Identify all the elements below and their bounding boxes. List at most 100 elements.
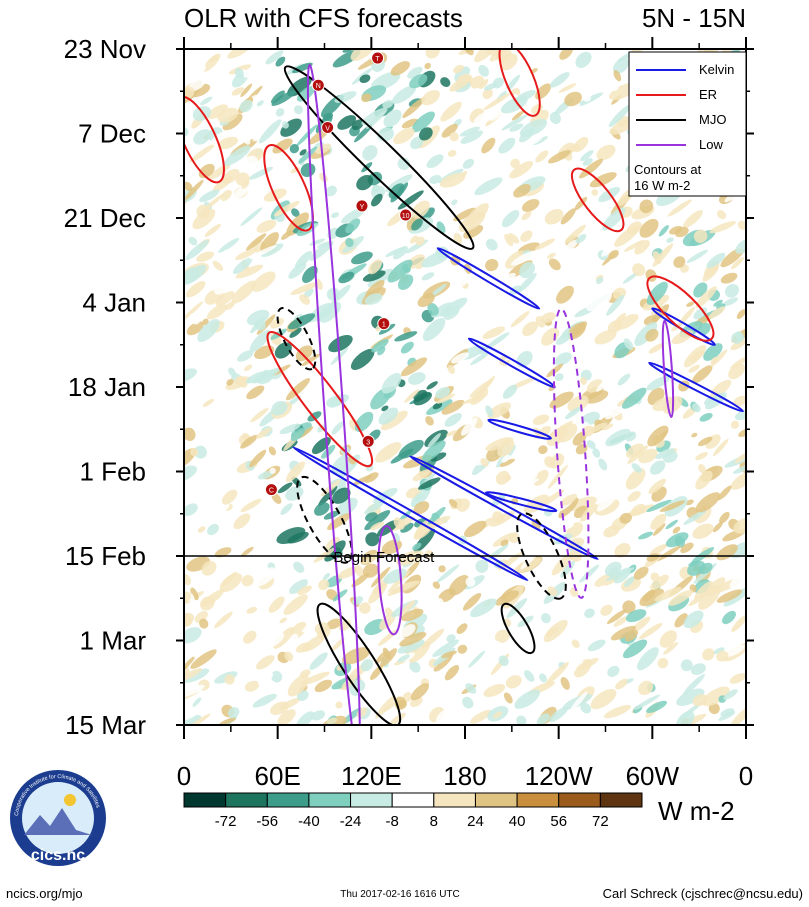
anomaly-blob bbox=[459, 126, 480, 137]
anomaly-blob bbox=[459, 272, 474, 287]
legend-note-line2: 16 W m-2 bbox=[634, 178, 690, 193]
colorbar-label: 8 bbox=[430, 813, 438, 830]
anomaly-blob bbox=[410, 235, 418, 244]
anomaly-blob bbox=[570, 691, 588, 711]
anomaly-blob bbox=[390, 580, 420, 594]
anomaly-blob bbox=[188, 63, 207, 76]
anomaly-blob bbox=[611, 85, 619, 92]
anomaly-blob bbox=[565, 522, 574, 529]
anomaly-blob bbox=[297, 585, 312, 595]
anomaly-blob bbox=[184, 301, 204, 322]
anomaly-blob bbox=[648, 478, 667, 494]
anomaly-blob bbox=[613, 616, 629, 627]
anomaly-blob bbox=[184, 655, 197, 678]
anomaly-blob bbox=[688, 593, 706, 607]
anomaly-blob bbox=[594, 329, 617, 345]
anomaly-blob bbox=[440, 101, 462, 122]
anomaly-blob bbox=[328, 334, 353, 353]
anomaly-blob bbox=[240, 83, 253, 98]
anomaly-blob bbox=[607, 593, 629, 617]
anomaly-blob bbox=[277, 709, 296, 725]
anomaly-blob bbox=[252, 567, 277, 587]
anomaly-blob bbox=[625, 431, 637, 442]
storm-marker bbox=[355, 199, 369, 213]
anomaly-blob bbox=[202, 279, 223, 292]
anomaly-blob bbox=[708, 702, 720, 715]
anomaly-blob bbox=[462, 592, 482, 611]
anomaly-blob bbox=[432, 402, 443, 410]
anomaly-blob bbox=[562, 264, 575, 276]
anomaly-blob bbox=[418, 477, 441, 490]
anomaly-blob bbox=[730, 705, 746, 725]
anomaly-blob bbox=[682, 674, 705, 696]
anomaly-blob bbox=[723, 644, 745, 658]
anomaly-blob bbox=[702, 263, 720, 282]
anomaly-blob bbox=[633, 566, 649, 580]
anomaly-blob bbox=[233, 513, 251, 530]
anomaly-blob bbox=[379, 648, 397, 668]
anomaly-blob bbox=[283, 594, 308, 615]
anomaly-blob bbox=[454, 623, 475, 646]
anomaly-blob bbox=[613, 567, 632, 584]
anomaly-blob bbox=[244, 364, 253, 372]
anomaly-blob bbox=[243, 630, 257, 644]
anomaly-blob bbox=[268, 446, 276, 456]
anomaly-blob bbox=[222, 168, 240, 184]
anomaly-blob bbox=[595, 369, 620, 392]
anomaly-blob bbox=[412, 469, 431, 482]
anomaly-blob bbox=[595, 585, 608, 595]
anomaly-blob bbox=[207, 523, 219, 536]
anomaly-blob bbox=[190, 447, 199, 457]
anomaly-blob bbox=[575, 51, 592, 68]
anomaly-blob bbox=[429, 174, 442, 185]
colorbar-swatch bbox=[183, 792, 227, 808]
anomaly-blob bbox=[646, 700, 668, 714]
anomaly-blob bbox=[554, 352, 572, 366]
anomaly-blob bbox=[325, 536, 341, 552]
anomaly-blob bbox=[733, 464, 746, 474]
anomaly-blob bbox=[602, 207, 626, 231]
er-contour bbox=[498, 49, 541, 117]
y-tick-label: 23 Nov bbox=[64, 34, 146, 64]
anomaly-blob bbox=[516, 626, 527, 635]
anomaly-blob bbox=[639, 218, 659, 238]
legend-box bbox=[628, 51, 747, 197]
anomaly-blob bbox=[270, 317, 285, 329]
anomaly-blob bbox=[184, 668, 210, 683]
anomaly-blob bbox=[631, 503, 646, 516]
anomaly-blob bbox=[331, 284, 351, 304]
anomaly-blob bbox=[456, 498, 470, 512]
anomaly-blob bbox=[184, 368, 198, 383]
anomaly-blob bbox=[638, 531, 653, 540]
anomaly-blob bbox=[567, 322, 586, 340]
anomaly-blob bbox=[498, 137, 516, 154]
anomaly-blob bbox=[631, 463, 642, 473]
anomaly-blob bbox=[425, 49, 440, 59]
anomaly-blob bbox=[197, 526, 206, 533]
anomaly-blob bbox=[276, 527, 306, 544]
anomaly-blob bbox=[498, 655, 509, 667]
anomaly-blob bbox=[515, 447, 527, 458]
anomaly-blob bbox=[255, 655, 275, 670]
anomaly-blob bbox=[665, 519, 678, 530]
anomaly-blob bbox=[674, 226, 689, 238]
anomaly-blob bbox=[634, 322, 658, 346]
anomaly-blob bbox=[453, 64, 464, 74]
anomaly-blob bbox=[192, 634, 218, 658]
anomaly-blob bbox=[441, 650, 457, 659]
anomaly-blob bbox=[645, 328, 659, 342]
anomaly-blob bbox=[475, 270, 502, 287]
anomaly-blob bbox=[691, 432, 698, 438]
anomaly-blob bbox=[402, 97, 426, 119]
anomaly-blob bbox=[275, 56, 286, 67]
anomaly-blob bbox=[592, 448, 601, 458]
anomaly-blob bbox=[240, 207, 263, 227]
anomaly-blob bbox=[421, 250, 451, 268]
anomaly-blob bbox=[617, 400, 626, 407]
anomaly-blob bbox=[501, 454, 511, 463]
anomaly-blob bbox=[652, 523, 666, 536]
anomaly-blob bbox=[446, 430, 457, 437]
anomaly-blob bbox=[400, 522, 414, 533]
storm-label: N bbox=[316, 83, 321, 90]
anomaly-blob bbox=[246, 606, 258, 614]
